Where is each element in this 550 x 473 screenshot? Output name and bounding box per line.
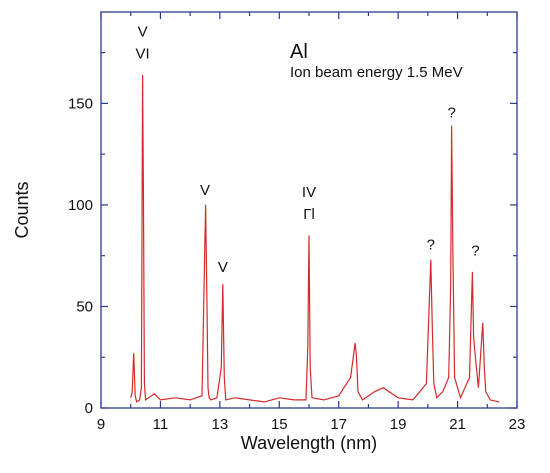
x-tick-label: 19 — [390, 416, 407, 433]
peak-label: VI — [136, 46, 150, 63]
x-tick-label: 23 — [509, 416, 526, 433]
tick-labels: 9 11 13 15 17 19 21 23 0 50 100 150 — [68, 95, 525, 433]
peak-label: V — [200, 182, 210, 199]
x-axis-title: Wavelength (nm) — [241, 433, 377, 453]
y-axis-title: Counts — [12, 181, 32, 238]
y-tick-label: 150 — [68, 95, 93, 112]
peak-label: Γl — [303, 206, 315, 223]
chart-subtitle: Ion beam energy 1.5 MeV — [290, 64, 463, 81]
x-tick-label: 17 — [330, 416, 347, 433]
x-tick-label: 15 — [271, 416, 288, 433]
peak-label: ? — [447, 105, 455, 122]
y-tick-label: 0 — [85, 400, 93, 417]
y-tick-label: 100 — [68, 197, 93, 214]
x-tick-label: 21 — [449, 416, 466, 433]
peak-label: ? — [427, 237, 435, 254]
x-tick-label: 9 — [97, 416, 105, 433]
spectrum-line — [130, 74, 500, 403]
peak-label: V — [218, 259, 228, 276]
axis-ticks — [100, 12, 518, 409]
peak-label: V — [138, 23, 148, 40]
y-tick-label: 50 — [76, 298, 93, 315]
peak-label: IV — [302, 184, 316, 201]
peak-label: ? — [471, 243, 479, 260]
x-tick-label: 11 — [153, 416, 169, 433]
chart-title: Al — [290, 41, 308, 63]
x-tick-label: 13 — [212, 416, 229, 433]
